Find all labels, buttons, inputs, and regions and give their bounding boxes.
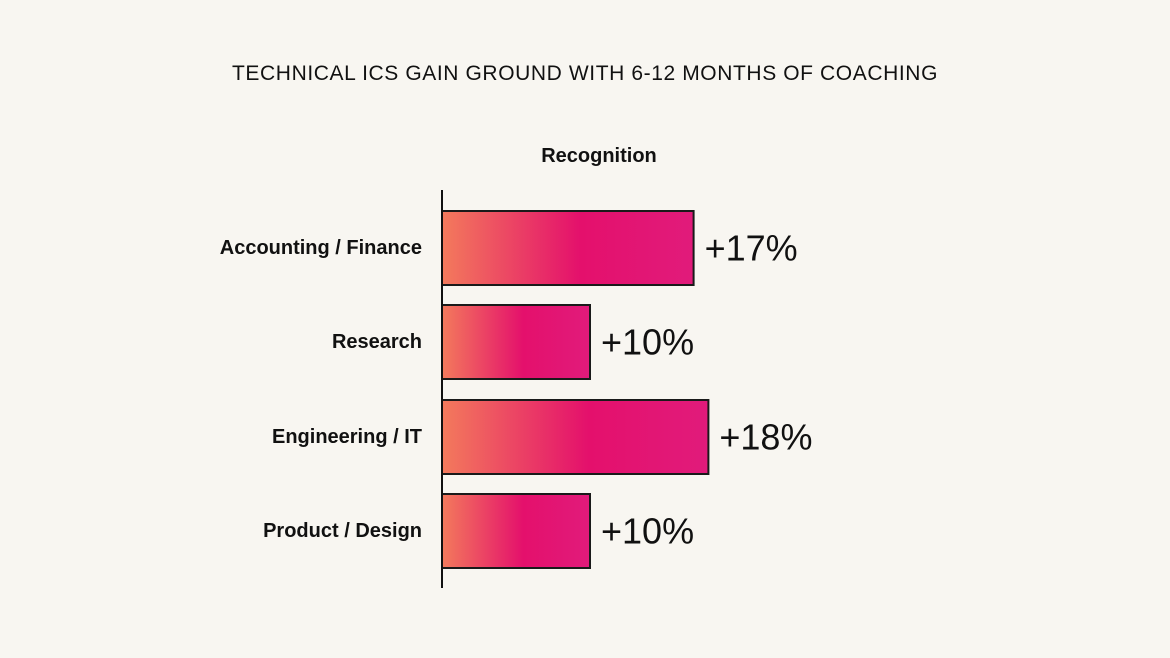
category-label-3: Product / Design: [263, 520, 422, 542]
chart-subtitle: Recognition: [541, 145, 657, 167]
value-label-2: +18%: [719, 417, 812, 458]
value-label-0: +17%: [705, 228, 798, 269]
bar-3: [441, 493, 591, 569]
category-label-1: Research: [332, 331, 422, 353]
value-label-1: +10%: [601, 322, 694, 363]
bars-layer: Accounting / Finance +17% Research +10% Engi…: [220, 210, 812, 569]
category-label-0: Accounting / Finance: [220, 237, 422, 259]
value-label-3: +10%: [601, 511, 694, 552]
category-label-2: Engineering / IT: [272, 426, 422, 448]
chart-title: TECHNICAL ICS GAIN GROUND WITH 6-12 MONT…: [232, 62, 938, 85]
bar-0: [441, 210, 695, 286]
bar-2: [441, 399, 710, 475]
bar-1: [441, 304, 591, 380]
